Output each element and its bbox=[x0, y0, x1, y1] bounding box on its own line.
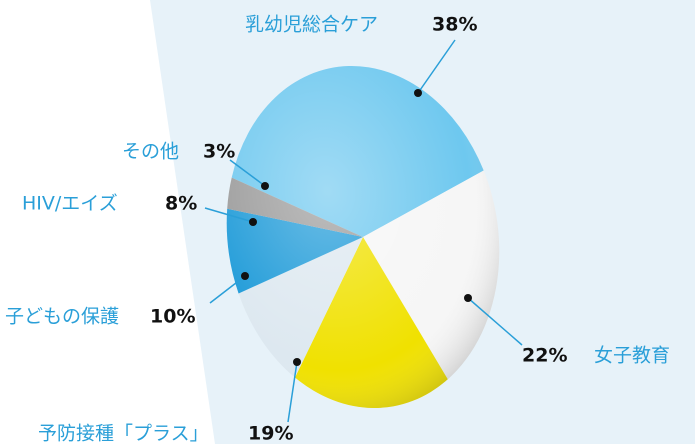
leader-line bbox=[229, 159, 266, 187]
leader-dot bbox=[241, 272, 249, 280]
leader-line bbox=[467, 297, 523, 346]
slice-percent: 8% bbox=[165, 193, 197, 215]
leader-dot bbox=[464, 294, 472, 302]
slice-percent: 22% bbox=[522, 345, 567, 367]
leader-dot bbox=[249, 218, 257, 226]
slice-percent: 19% bbox=[248, 423, 293, 445]
slice-percent: 10% bbox=[150, 306, 195, 328]
leader-dot bbox=[261, 182, 269, 190]
slice-percent: 38% bbox=[432, 14, 477, 36]
leader-line bbox=[209, 275, 246, 304]
leader-dot bbox=[293, 358, 301, 366]
leader-dot bbox=[414, 89, 422, 97]
slice-name: その他 bbox=[122, 141, 179, 163]
slice-name: 女子教育 bbox=[594, 345, 670, 367]
leader-line bbox=[417, 39, 456, 94]
leader-line bbox=[204, 207, 254, 223]
slice-name: 乳幼児総合ケア bbox=[245, 14, 378, 36]
slice-name: 予防接種「プラス」 bbox=[38, 423, 209, 445]
slice-percent: 3% bbox=[203, 141, 235, 163]
slice-name: 子どもの保護 bbox=[5, 306, 119, 328]
leader-line bbox=[287, 361, 298, 423]
slice-name: HIV/エイズ bbox=[22, 193, 118, 215]
labels: 乳幼児総合ケア 38% 女子教育 22% 予防接種「プラス」 19% 子どもの保護 10% HI… bbox=[5, 14, 670, 445]
